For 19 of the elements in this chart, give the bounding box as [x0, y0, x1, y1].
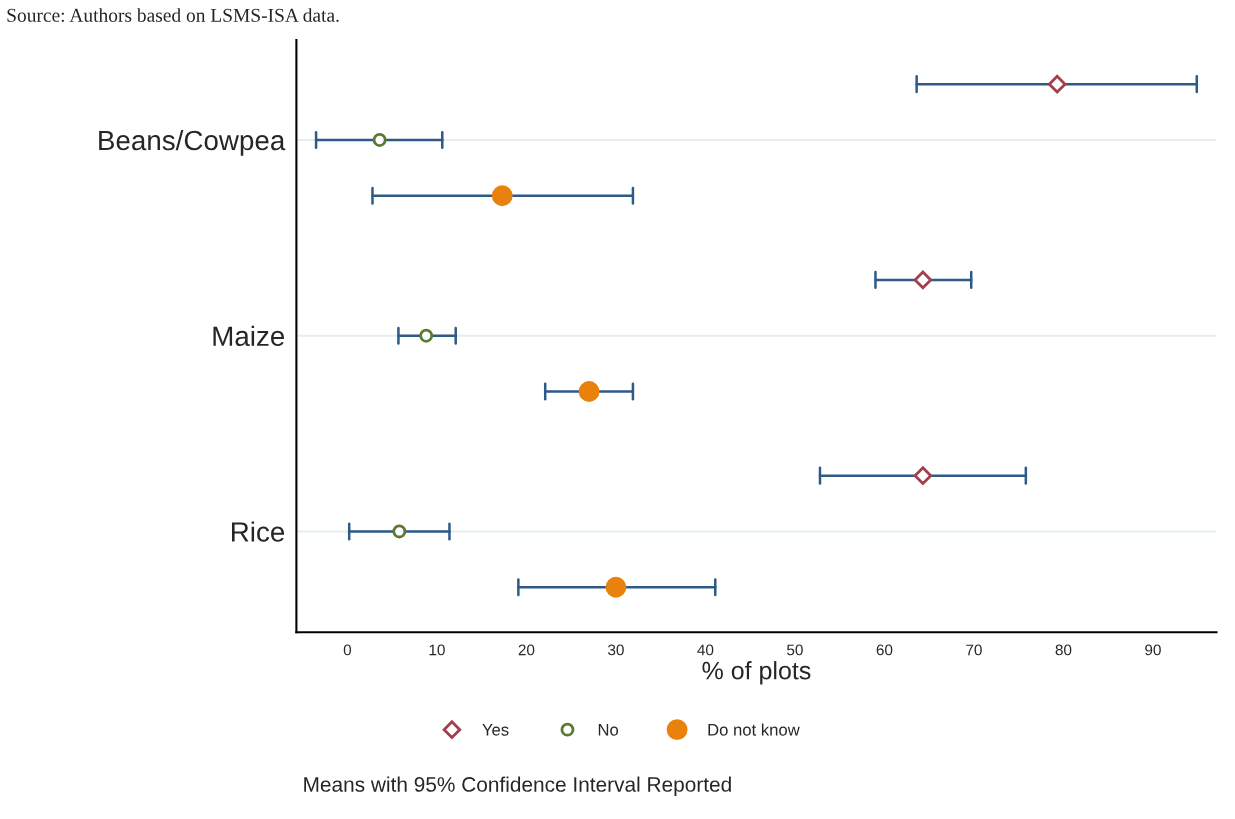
x-tick-label: 70	[966, 644, 982, 656]
x-tick-label: 40	[697, 644, 714, 656]
x-tick-label: 20	[518, 644, 535, 656]
x-tick-label: 10	[429, 644, 445, 656]
x-tick-label: 0	[343, 644, 352, 656]
source-note: Source: Authors based on LSMS-ISA data.	[7, 8, 339, 22]
x-tick-label: 60	[876, 644, 893, 656]
y-tick-label: Maize	[213, 325, 285, 347]
legend-label: Do not know	[708, 723, 800, 736]
x-tick-label: 30	[608, 644, 624, 656]
x-tick-label: 80	[1055, 644, 1072, 656]
x-tick-label: 50	[787, 644, 803, 656]
y-tick-label: Beans/Cowpea	[99, 129, 286, 156]
x-tick-label: 90	[1145, 644, 1161, 656]
legend-label: Yes	[482, 724, 509, 736]
legend-label: No	[598, 724, 619, 736]
x-axis-title: % of plots	[702, 661, 811, 685]
text: Means with 95% Confidence Interval Reported	[304, 776, 731, 796]
y-tick-label: Rice	[232, 521, 285, 542]
